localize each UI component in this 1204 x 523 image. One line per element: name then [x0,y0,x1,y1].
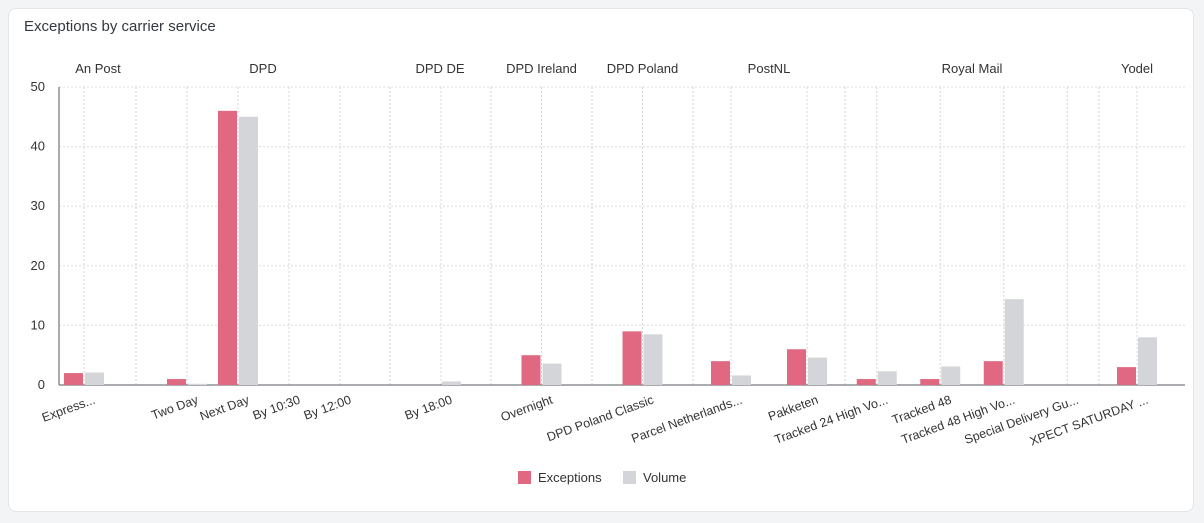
legend-label[interactable]: Exceptions [538,470,602,485]
carrier-group-label: Royal Mail [942,61,1003,76]
bar-volume[interactable] [808,357,827,385]
y-tick-label: 40 [31,139,45,154]
bar-exceptions[interactable] [711,361,730,385]
x-tick-label: Special Delivery Gu... [963,393,1081,447]
x-tick-label: By 18:00 [403,393,454,423]
bar-volume[interactable] [643,334,663,385]
bar-volume[interactable] [188,383,207,385]
bar-exceptions[interactable] [521,355,541,385]
bar-exceptions[interactable] [787,349,806,385]
carrier-group-label: DPD DE [415,61,464,76]
bar-volume[interactable] [542,363,562,385]
carrier-group-label: DPD [249,61,276,76]
y-tick-label: 30 [31,198,45,213]
bar-volume[interactable] [941,366,961,385]
y-tick-label: 20 [31,258,45,273]
bar-exceptions[interactable] [167,379,186,385]
bar-exceptions[interactable] [856,379,876,385]
x-tick-label: By 12:00 [302,393,353,423]
x-tick-label: Tracked 24 High Vo... [772,393,889,447]
carrier-group-label: PostNL [748,61,791,76]
y-tick-label: 0 [38,377,45,392]
bar-volume[interactable] [1004,299,1024,385]
bar-exceptions[interactable] [983,361,1003,385]
carrier-group-label: DPD Ireland [506,61,577,76]
x-tick-label: Next Day [198,392,252,423]
x-tick-label: Two Day [150,392,201,422]
y-tick-label: 50 [31,79,45,94]
x-tick-label: XPECT SATURDAY ... [1028,393,1150,449]
carrier-group-label: DPD Poland [607,61,679,76]
bar-exceptions[interactable] [64,373,83,385]
bar-volume[interactable] [732,375,751,385]
bar-volume[interactable] [85,372,104,385]
bar-exceptions[interactable] [1117,367,1136,385]
legend-swatch [518,471,531,484]
chart-title: Exceptions by carrier service [24,18,216,35]
bar-chart: 0 10 20 30 40 50 An Post DPD DPD DE DPD Ireland DP… [31,61,1185,485]
bar-exceptions[interactable] [218,110,237,385]
chart-card: Exceptions by carrier service 0 10 20 30 40 5… [8,8,1194,512]
bar-volume[interactable] [442,381,461,385]
bar-exceptions[interactable] [622,331,642,385]
x-tick-label: Express... [40,393,97,425]
x-tick-label: Overnight [499,392,555,424]
x-tick-label: By 10:30 [251,393,302,423]
carrier-group-label: An Post [75,61,121,76]
bar-volume[interactable] [1138,337,1157,385]
legend-label[interactable]: Volume [643,470,686,485]
bar-volume[interactable] [877,371,897,385]
bar-exceptions[interactable] [920,379,940,385]
bar-volume[interactable] [239,116,258,386]
y-tick-label: 10 [31,317,45,332]
legend-swatch [623,471,636,484]
carrier-group-label: Yodel [1121,61,1153,76]
